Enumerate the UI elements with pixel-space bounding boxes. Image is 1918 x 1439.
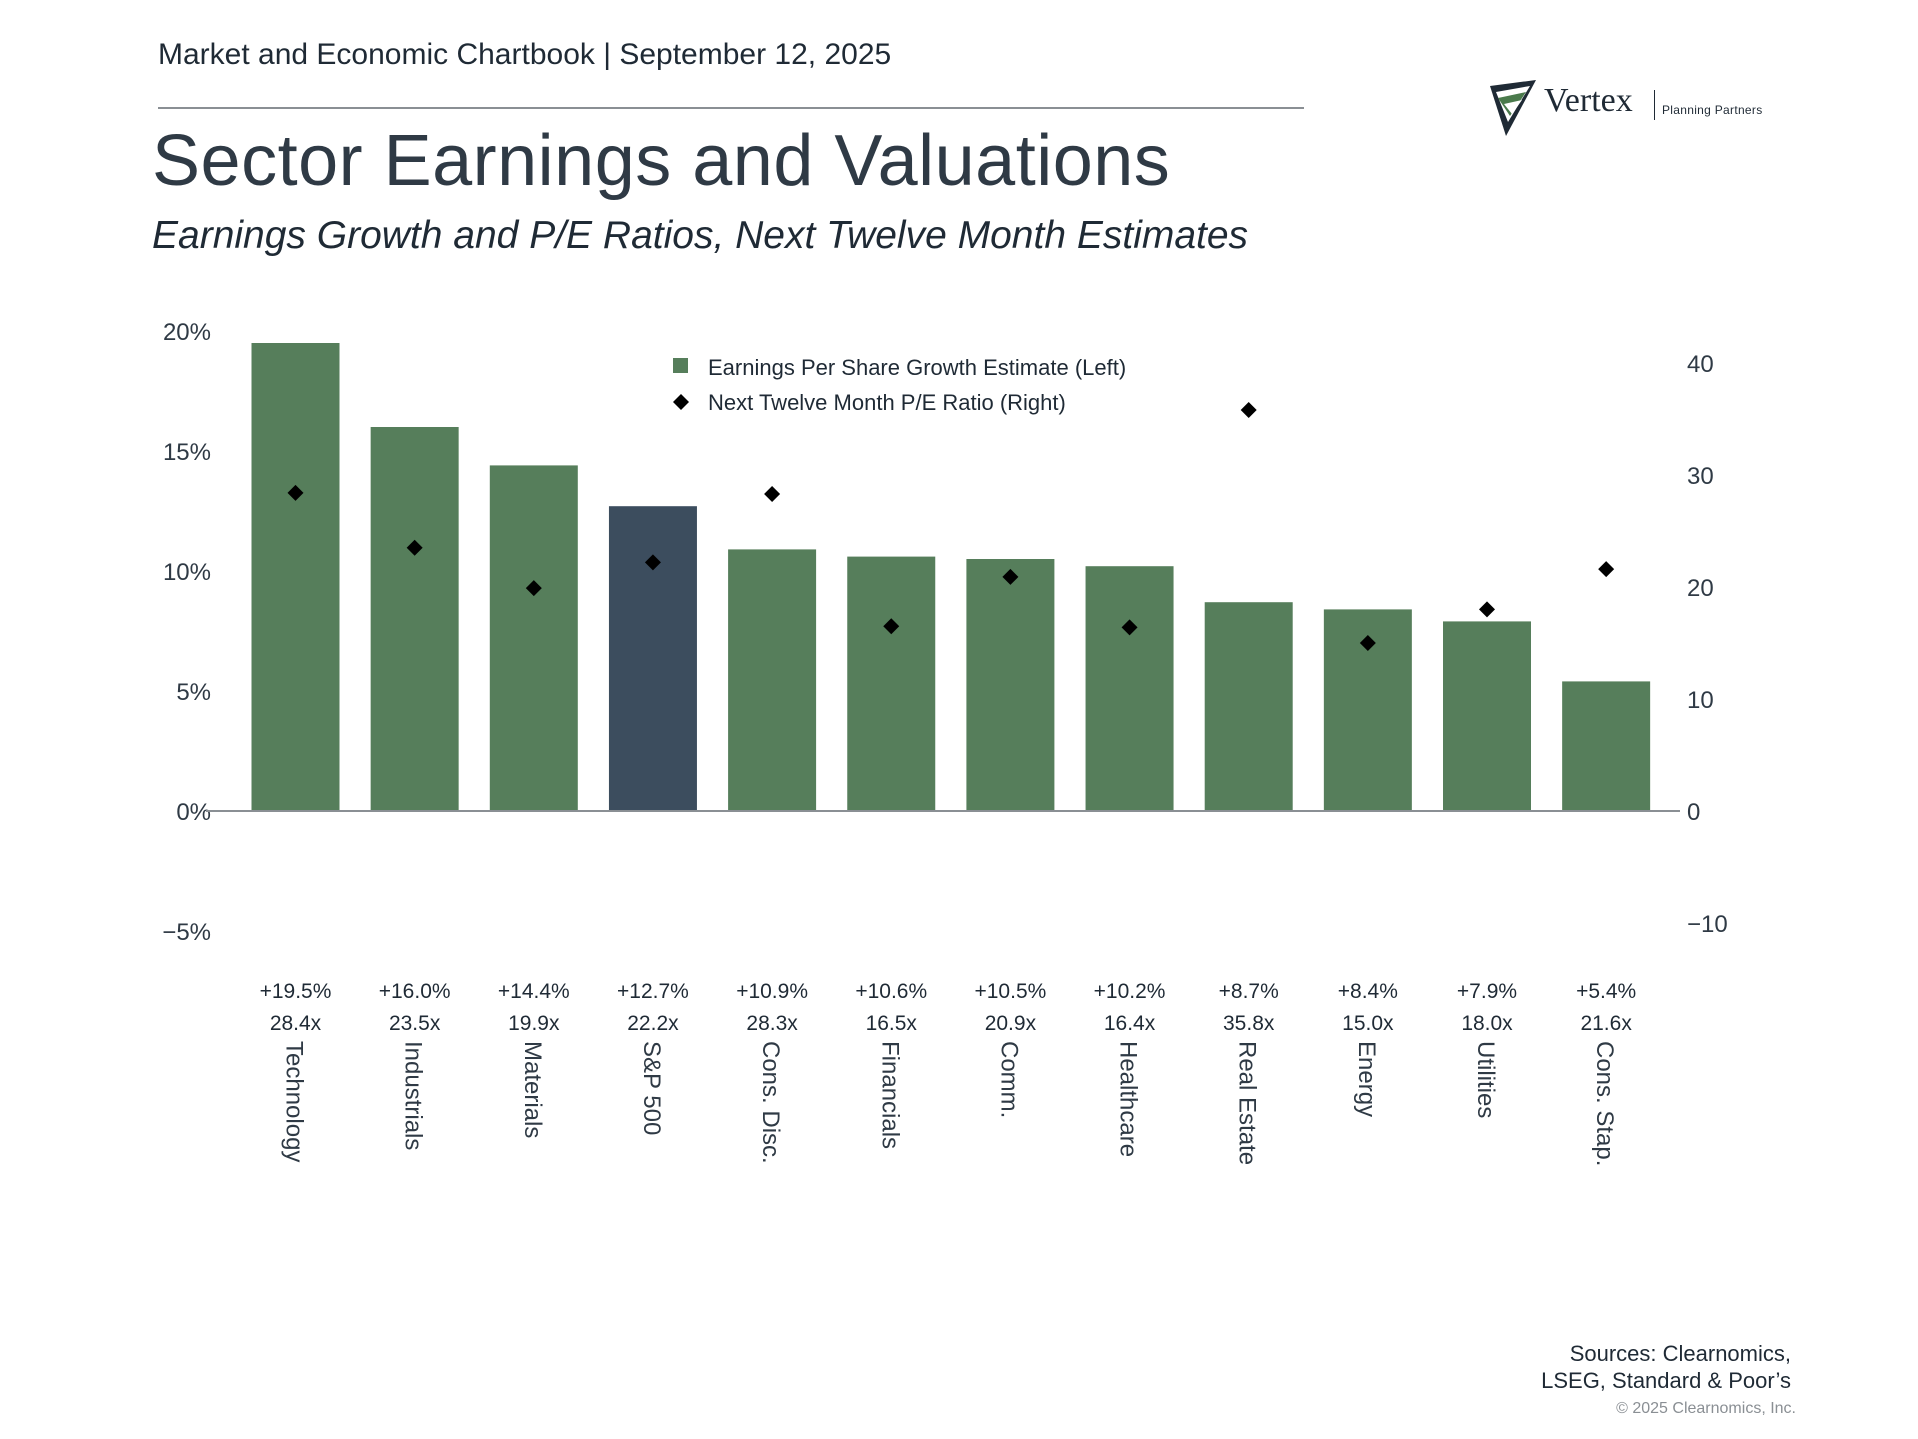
page-title: Sector Earnings and Valuations <box>152 121 1171 201</box>
bar <box>966 559 1055 811</box>
left-axis-tick-label: 10% <box>163 559 211 586</box>
pe-data-label: 23.5x <box>389 1012 441 1035</box>
pe-marker <box>644 554 661 571</box>
left-axis-tick-label: 5% <box>176 679 211 706</box>
logo-wordmark: Vertex <box>1544 82 1633 119</box>
category-label: Utilities <box>1472 1041 1499 1118</box>
copyright: © 2025 Clearnomics, Inc. <box>1616 1400 1796 1417</box>
growth-data-label: +10.9% <box>736 980 808 1003</box>
growth-data-label: +10.6% <box>855 980 927 1003</box>
sources-line-1: Sources: Clearnomics, <box>1569 1341 1791 1366</box>
growth-data-label: +10.5% <box>974 980 1046 1003</box>
growth-data-label: +19.5% <box>260 980 332 1003</box>
pe-data-label: 20.9x <box>985 1012 1037 1035</box>
right-axis-tick-label: 10 <box>1687 687 1714 714</box>
bar <box>1443 621 1531 811</box>
pe-marker <box>883 618 900 635</box>
logo-tagline: Planning Partners <box>1662 103 1763 117</box>
growth-data-label: +10.2% <box>1094 980 1166 1003</box>
category-label: Energy <box>1353 1041 1380 1117</box>
growth-data-label: +5.4% <box>1576 980 1636 1003</box>
legend-bar-label: Earnings Per Share Growth Estimate (Left… <box>708 355 1126 380</box>
bar <box>1562 681 1651 811</box>
growth-data-label: +8.7% <box>1219 980 1279 1003</box>
pe-data-label: 21.6x <box>1580 1012 1632 1035</box>
pe-marker <box>1479 601 1495 618</box>
pe-marker <box>1359 635 1376 651</box>
pe-marker <box>764 486 781 503</box>
sources-line-2: LSEG, Standard & Poor’s <box>1541 1368 1791 1393</box>
category-label: Real Estate <box>1234 1041 1261 1165</box>
logo-separator <box>1654 90 1655 120</box>
bar <box>608 506 697 811</box>
left-axis-tick-label: 20% <box>163 319 211 346</box>
growth-data-label: +8.4% <box>1338 980 1398 1003</box>
bar <box>847 556 936 811</box>
pe-data-label: 15.0x <box>1342 1012 1394 1035</box>
page-subtitle: Earnings Growth and P/E Ratios, Next Twe… <box>152 214 1249 257</box>
vertex-mark-icon <box>1490 80 1536 136</box>
chartbook-header: Market and Economic Chartbook | Septembe… <box>158 38 892 71</box>
pe-marker <box>1240 402 1257 419</box>
bar <box>1085 566 1174 811</box>
pe-data-label: 19.9x <box>508 1012 560 1035</box>
pe-data-label: 16.4x <box>1104 1012 1156 1035</box>
bar <box>489 465 578 811</box>
bar <box>1204 602 1293 811</box>
pe-marker <box>406 539 423 556</box>
category-label: Technology <box>281 1041 308 1162</box>
right-axis-tick-label: 30 <box>1687 463 1714 490</box>
pe-marker <box>1598 561 1615 578</box>
pe-data-label: 18.0x <box>1461 1012 1513 1035</box>
vertex-logo: Vertex Planning Partners <box>1486 74 1776 140</box>
category-label: Healthcare <box>1115 1041 1142 1157</box>
growth-data-label: +7.9% <box>1457 980 1517 1003</box>
pe-marker <box>525 580 542 597</box>
category-label: Cons. Disc. <box>757 1041 784 1164</box>
bar <box>370 427 459 811</box>
pe-data-label: 22.2x <box>627 1012 679 1035</box>
category-label: Financials <box>876 1041 903 1149</box>
pe-marker <box>1121 619 1138 636</box>
category-label: Comm. <box>995 1041 1022 1118</box>
header-rule <box>158 107 1304 109</box>
legend-bar-swatch <box>673 358 688 373</box>
growth-data-label: +12.7% <box>617 980 689 1003</box>
bar <box>728 549 817 811</box>
pe-data-label: 28.4x <box>270 1012 322 1035</box>
category-label: S&P 500 <box>638 1041 665 1135</box>
growth-data-label: +14.4% <box>498 980 570 1003</box>
right-axis-tick-label: 0 <box>1687 799 1700 826</box>
pe-data-label: 35.8x <box>1223 1012 1275 1035</box>
pe-marker <box>1002 568 1019 585</box>
category-label: Cons. Stap. <box>1591 1041 1618 1166</box>
left-axis-tick-label: −5% <box>162 919 211 946</box>
bar <box>251 343 340 811</box>
right-axis-tick-label: 20 <box>1687 575 1714 602</box>
pe-marker <box>287 484 304 501</box>
legend-diamond-label: Next Twelve Month P/E Ratio (Right) <box>708 390 1066 415</box>
sources-note: Sources: Clearnomics, LSEG, Standard & P… <box>1451 1340 1791 1394</box>
left-axis-tick-label: 15% <box>163 439 211 466</box>
right-axis-tick-label: −10 <box>1687 911 1728 938</box>
growth-data-label: +16.0% <box>379 980 451 1003</box>
legend-diamond-swatch <box>673 394 689 410</box>
left-axis-tick-label: 0% <box>176 799 211 826</box>
pe-data-label: 28.3x <box>746 1012 798 1035</box>
category-label: Industrials <box>400 1041 427 1150</box>
right-axis-tick-label: 40 <box>1687 351 1714 378</box>
category-label: Materials <box>519 1041 546 1138</box>
pe-data-label: 16.5x <box>866 1012 918 1035</box>
